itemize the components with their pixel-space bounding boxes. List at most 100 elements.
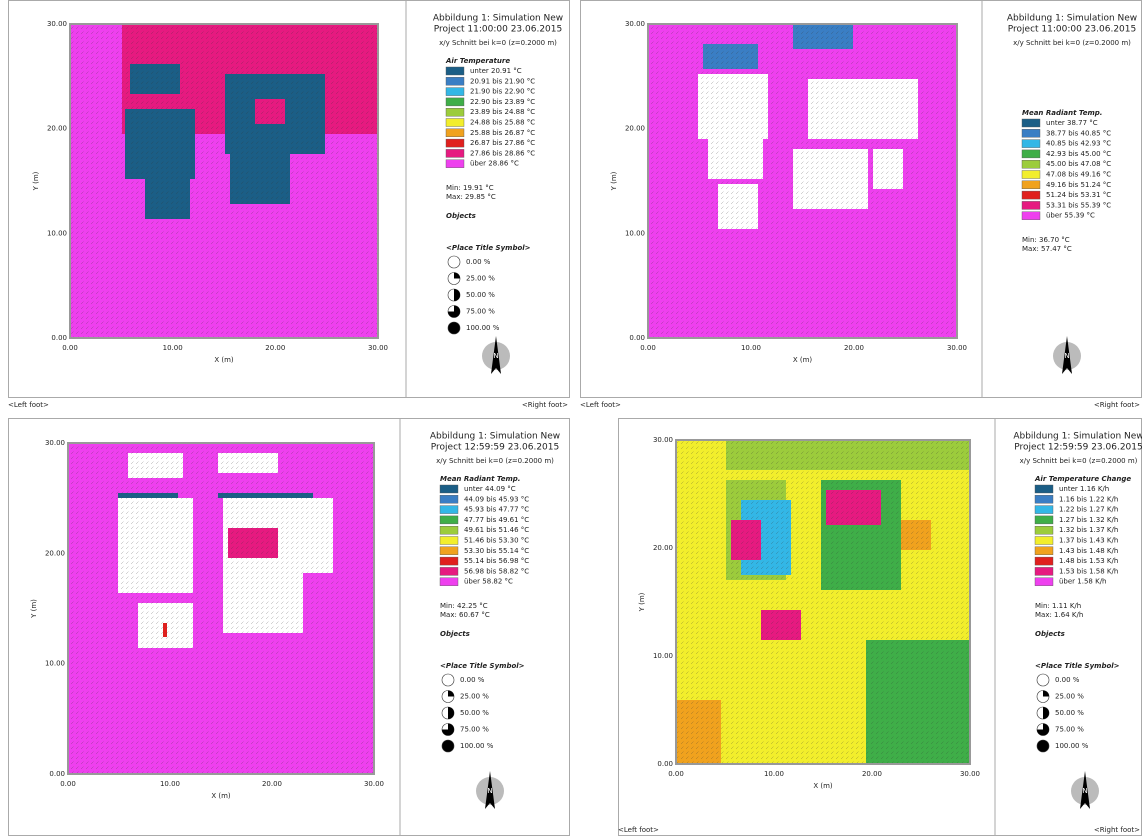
y-tick-label: 30.00 [653, 436, 673, 444]
symbol-circle [447, 255, 461, 269]
legend-label: 47.77 bis 49.61 °C [464, 516, 529, 524]
y-tick-label: 0.00 [51, 334, 67, 342]
legend-swatch [439, 536, 459, 545]
legend-swatch [439, 526, 459, 535]
y-tick-label: 0.00 [49, 770, 65, 778]
figure-title: Project 12:59:59 23.06.2015 [431, 443, 559, 453]
legend-swatch [1034, 505, 1054, 514]
legend-swatch [1034, 556, 1054, 566]
legend-label: 1.16 bis 1.22 K/h [1059, 495, 1118, 503]
symbol-label: 75.00 % [460, 726, 489, 734]
legend-swatch [1021, 129, 1041, 138]
legend-swatch [439, 505, 459, 514]
legend-label: 38.77 bis 40.85 °C [1046, 129, 1111, 137]
min-value: Min: 1.11 K/h [1035, 602, 1081, 610]
min-value: Min: 42.25 °C [440, 602, 488, 610]
legend-label: über 28.86 °C [470, 160, 519, 168]
plot-border [69, 23, 379, 339]
legend-label: 1.27 bis 1.32 K/h [1059, 516, 1118, 524]
legend-swatch [445, 128, 465, 138]
symbol-wedge [442, 723, 455, 736]
x-tick-label: 10.00 [160, 780, 180, 788]
wind-vectors [68, 443, 374, 774]
y-tick-label: 20.00 [625, 125, 645, 133]
legend-swatch [439, 484, 459, 494]
max-value: Max: 1.64 K/h [1035, 611, 1083, 619]
legend-swatch [1034, 567, 1054, 576]
legend-label: über 1.58 K/h [1059, 578, 1107, 586]
left-foot: <Left foot> [580, 401, 621, 409]
legend-label: 45.00 bis 47.08 °C [1046, 160, 1111, 168]
figure-title: Abbildung 1: Simulation New [433, 14, 563, 24]
symbol-wedge [448, 305, 461, 318]
plot-border [675, 439, 971, 765]
symbol-label: 75.00 % [1055, 726, 1084, 734]
max-value: Max: 60.67 °C [440, 611, 490, 619]
legend-label: 20.91 bis 21.90 °C [470, 77, 535, 85]
x-tick-label: 20.00 [844, 344, 864, 352]
north-label: N [493, 352, 498, 360]
legend-label: 56.98 bis 58.82 °C [464, 567, 529, 575]
x-axis-label: X (m) [211, 792, 231, 800]
legend-label: 51.46 bis 53.30 °C [464, 537, 529, 545]
legend-swatch [1021, 159, 1041, 169]
legend-label: 49.16 bis 51.24 °C [1046, 181, 1111, 189]
figure-subtitle: x/y Schnitt bei k=0 (z=0.2000 m) [1020, 457, 1138, 465]
legend-label: 42.93 bis 45.00 °C [1046, 150, 1111, 158]
legend-swatch [1034, 495, 1054, 504]
symbol-label: 50.00 % [1055, 709, 1084, 717]
north-arrow [1080, 771, 1090, 809]
legend-label: 21.90 bis 22.90 °C [470, 88, 535, 96]
legend-swatch [445, 107, 465, 117]
legend-label: unter 44.09 °C [464, 485, 516, 493]
symbol-label: 0.00 % [466, 258, 491, 266]
x-tick-label: 0.00 [640, 344, 656, 352]
objects-heading: Objects [440, 630, 470, 638]
legend-label: 53.30 bis 55.14 °C [464, 547, 529, 555]
legend-swatch [1021, 118, 1041, 128]
symbol-wedge [448, 707, 454, 719]
x-tick-label: 0.00 [668, 770, 684, 778]
x-tick-label: 20.00 [262, 780, 282, 788]
legend-swatch [445, 97, 465, 107]
figure-title: Project 11:00:00 23.06.2015 [434, 25, 562, 35]
legend-label: 1.43 bis 1.48 K/h [1059, 547, 1118, 555]
legend-label: 47.08 bis 49.16 °C [1046, 171, 1111, 179]
wind-vectors [676, 440, 970, 764]
symbol-wedge [448, 690, 454, 697]
x-tick-label: 10.00 [163, 344, 183, 352]
left-foot: <Left foot> [8, 401, 49, 409]
min-value: Min: 19.91 °C [446, 184, 494, 192]
y-tick-label: 30.00 [625, 20, 645, 28]
x-tick-label: 20.00 [265, 344, 285, 352]
x-tick-label: 0.00 [60, 780, 76, 788]
y-axis-label: Y (m) [32, 171, 40, 191]
legend-label: 53.31 bis 55.39 °C [1046, 201, 1111, 209]
figure-subtitle: x/y Schnitt bei k=0 (z=0.2000 m) [1013, 39, 1131, 47]
legend-title: Mean Radiant Temp. [1022, 109, 1102, 117]
legend-swatch [445, 66, 465, 76]
legend-swatch [1021, 211, 1041, 220]
symbol-wedge [1037, 723, 1049, 736]
symbol-title: <Place Title Symbol> [446, 244, 531, 252]
y-tick-label: 30.00 [47, 20, 67, 28]
wind-vectors [648, 24, 957, 338]
symbol-title: <Place Title Symbol> [1035, 662, 1120, 670]
symbol-title: <Place Title Symbol> [440, 662, 525, 670]
legend-label: 1.37 bis 1.43 K/h [1059, 537, 1118, 545]
y-tick-label: 20.00 [45, 549, 65, 557]
legend-label: 55.14 bis 56.98 °C [464, 557, 529, 565]
y-tick-label: 30.00 [45, 439, 65, 447]
x-axis-label: X (m) [813, 782, 833, 790]
max-value: Max: 29.85 °C [446, 193, 496, 201]
symbol-label: 75.00 % [466, 308, 495, 316]
legend-label: 1.53 bis 1.58 K/h [1059, 567, 1118, 575]
symbol-label: 0.00 % [460, 676, 485, 684]
x-tick-label: 20.00 [862, 770, 882, 778]
y-tick-label: 10.00 [47, 229, 67, 237]
legend-label: unter 1.16 K/h [1059, 485, 1109, 493]
north-label: N [1082, 787, 1087, 795]
legend-label: 40.85 bis 42.93 °C [1046, 140, 1111, 148]
y-tick-label: 0.00 [629, 334, 645, 342]
symbol-label: 25.00 % [466, 275, 495, 283]
